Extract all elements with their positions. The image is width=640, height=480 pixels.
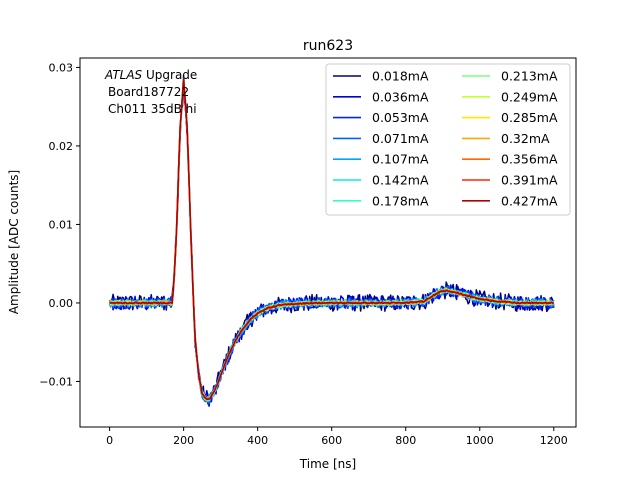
upgrade-label: Upgrade — [142, 68, 197, 82]
x-tick-label: 400 — [247, 434, 268, 447]
x-tick-label: 1000 — [466, 434, 494, 447]
y-tick-label: 0.02 — [49, 140, 74, 153]
x-axis-ticks: 0 200 400 600 800 1000 1200 — [106, 427, 568, 447]
chart-title: run623 — [303, 38, 353, 54]
y-tick-label: 0.03 — [49, 61, 74, 74]
x-tick-label: 0 — [106, 434, 113, 447]
y-tick-label: −0.01 — [39, 375, 73, 388]
legend-label: 0.107mA — [372, 152, 429, 167]
legend-label: 0.053mA — [372, 110, 429, 125]
series-line-0.427mA — [109, 77, 555, 400]
atlas-label: ATLAS — [104, 68, 143, 82]
legend-label: 0.178mA — [372, 193, 429, 208]
y-axis-ticks: −0.01 0.00 0.01 0.02 0.03 — [39, 61, 80, 388]
legend-label: 0.391mA — [501, 173, 558, 188]
x-tick-label: 800 — [395, 434, 416, 447]
y-tick-label: 0.01 — [49, 218, 74, 231]
legend-label: 0.036mA — [372, 89, 429, 104]
x-tick-label: 600 — [321, 434, 342, 447]
legend-label: 0.249mA — [501, 89, 558, 104]
y-axis-label: Amplitude [ADC counts] — [7, 170, 21, 314]
legend: 0.018mA 0.036mA 0.053mA 0.071mA 0.107mA 0.142… — [325, 63, 571, 216]
legend-label: 0.356mA — [501, 152, 558, 167]
x-tick-label: 1200 — [540, 434, 568, 447]
plot-area — [79, 57, 577, 428]
legend-label: 0.427mA — [501, 193, 558, 208]
legend-label: 0.285mA — [501, 110, 558, 125]
legend-label: 0.32mA — [501, 131, 550, 146]
atlas-annotation: ATLAS Upgrade Board187722 Ch011 35dB hi — [104, 68, 197, 116]
legend-frame — [325, 63, 571, 216]
legend-label: 0.071mA — [372, 131, 429, 146]
atlas-annotation-line1: ATLAS Upgrade — [104, 68, 197, 82]
x-tick-label: 200 — [173, 434, 194, 447]
x-axis-label: Time [ns] — [299, 457, 356, 471]
legend-label: 0.142mA — [372, 173, 429, 188]
plot-frame — [79, 57, 577, 428]
series-group — [108, 74, 555, 407]
channel-label: Ch011 35dB hi — [108, 102, 197, 116]
y-tick-label: 0.00 — [49, 297, 74, 310]
legend-label: 0.213mA — [501, 69, 558, 84]
board-label: Board187722 — [108, 85, 189, 99]
legend-label: 0.018mA — [372, 69, 429, 84]
